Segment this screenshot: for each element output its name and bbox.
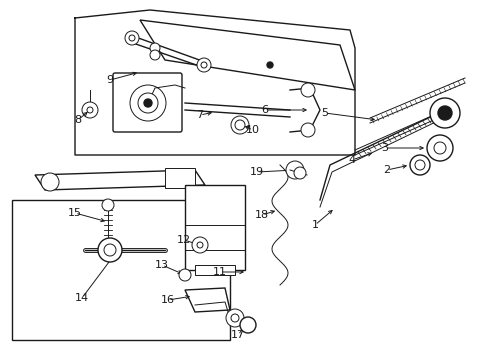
Text: 4: 4 — [348, 155, 355, 165]
Circle shape — [129, 35, 135, 41]
Circle shape — [192, 237, 207, 253]
Circle shape — [179, 269, 191, 281]
Circle shape — [230, 314, 239, 322]
Circle shape — [197, 58, 210, 72]
Circle shape — [225, 309, 244, 327]
Text: 15: 15 — [68, 208, 82, 218]
Circle shape — [293, 167, 305, 179]
Text: 6: 6 — [261, 105, 268, 115]
Text: 18: 18 — [254, 210, 268, 220]
Circle shape — [230, 116, 248, 134]
FancyBboxPatch shape — [113, 73, 182, 132]
Text: 8: 8 — [74, 115, 81, 125]
Text: 13: 13 — [155, 260, 169, 270]
Text: 14: 14 — [75, 293, 89, 303]
Text: 19: 19 — [249, 167, 264, 177]
Circle shape — [130, 85, 165, 121]
Circle shape — [102, 199, 114, 211]
Circle shape — [41, 173, 59, 191]
Circle shape — [150, 50, 160, 60]
Text: 9: 9 — [106, 75, 113, 85]
Text: 1: 1 — [311, 220, 318, 230]
Circle shape — [409, 155, 429, 175]
Circle shape — [143, 99, 152, 107]
Circle shape — [414, 160, 424, 170]
Text: 3: 3 — [381, 143, 387, 153]
Circle shape — [301, 123, 314, 137]
Circle shape — [87, 107, 93, 113]
Circle shape — [433, 142, 445, 154]
Text: 16: 16 — [161, 295, 175, 305]
Text: 5: 5 — [321, 108, 328, 118]
Circle shape — [104, 244, 116, 256]
Bar — [12, 200, 229, 340]
Circle shape — [235, 120, 244, 130]
Circle shape — [98, 238, 122, 262]
Text: 7: 7 — [196, 110, 203, 120]
Circle shape — [82, 102, 98, 118]
Bar — [195, 265, 235, 275]
Text: 11: 11 — [213, 267, 226, 277]
Circle shape — [240, 317, 256, 333]
Circle shape — [197, 242, 203, 248]
Circle shape — [150, 43, 160, 53]
Text: 12: 12 — [177, 235, 191, 245]
Circle shape — [426, 135, 452, 161]
Bar — [184, 185, 244, 270]
Text: 2: 2 — [383, 165, 390, 175]
Bar — [164, 168, 195, 188]
Circle shape — [429, 98, 459, 128]
Circle shape — [437, 106, 451, 120]
Circle shape — [125, 31, 139, 45]
Circle shape — [301, 83, 314, 97]
Circle shape — [266, 62, 272, 68]
Text: 10: 10 — [245, 125, 260, 135]
Circle shape — [138, 93, 158, 113]
Text: 17: 17 — [230, 330, 244, 340]
Circle shape — [285, 161, 304, 179]
Circle shape — [201, 62, 206, 68]
